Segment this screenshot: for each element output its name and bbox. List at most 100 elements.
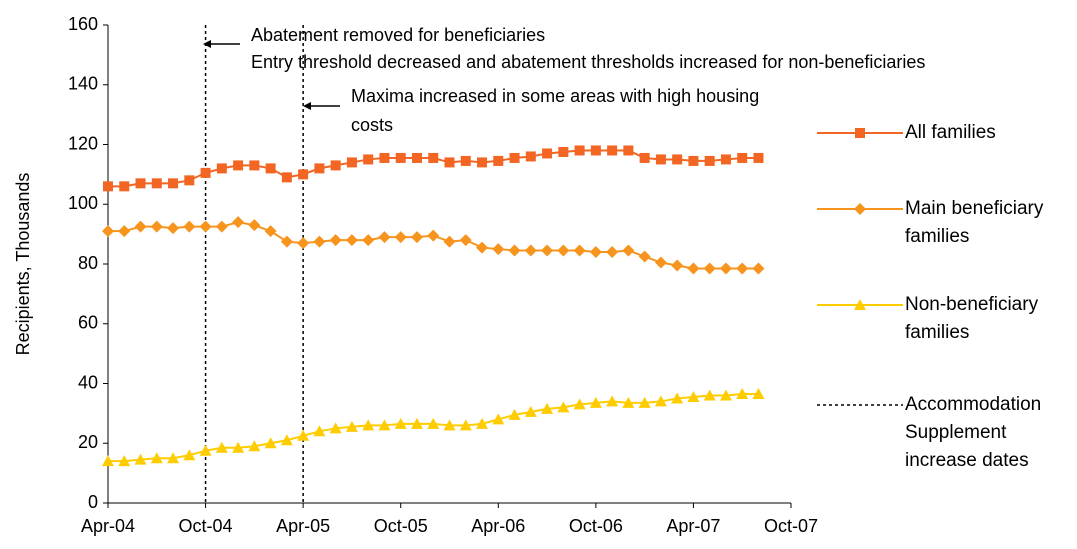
marker	[855, 128, 865, 138]
marker	[753, 152, 764, 163]
marker	[313, 425, 326, 437]
marker	[443, 419, 456, 431]
y-axis-label: Recipients, Thousands	[13, 173, 33, 356]
marker	[589, 396, 602, 408]
marker	[135, 178, 146, 189]
y-tick-label: 100	[68, 193, 98, 213]
marker	[525, 151, 536, 162]
marker	[459, 419, 472, 431]
marker	[654, 395, 667, 407]
marker	[574, 145, 585, 156]
annotation: Abatement removed for beneficiaries	[251, 25, 545, 45]
annotation: costs	[351, 115, 393, 135]
marker	[411, 152, 422, 163]
marker	[362, 234, 375, 247]
marker	[200, 167, 211, 178]
marker	[281, 172, 292, 183]
marker	[102, 225, 114, 238]
marker	[118, 225, 131, 238]
marker	[622, 244, 635, 257]
marker	[329, 234, 342, 247]
y-tick-label: 120	[68, 133, 98, 153]
marker	[590, 145, 601, 156]
marker	[719, 262, 732, 275]
marker	[524, 405, 537, 417]
marker	[249, 160, 260, 171]
marker	[476, 241, 489, 254]
marker	[476, 417, 489, 429]
marker	[119, 181, 130, 192]
marker	[672, 154, 683, 165]
marker	[199, 444, 212, 456]
marker	[443, 235, 456, 248]
marker	[638, 396, 651, 408]
marker	[687, 262, 700, 275]
x-tick-label: Apr-06	[471, 516, 525, 536]
y-tick-label: 0	[88, 492, 98, 512]
marker	[265, 163, 276, 174]
marker	[573, 398, 586, 410]
marker	[395, 152, 406, 163]
x-tick-label: Oct-06	[569, 516, 623, 536]
marker	[607, 145, 618, 156]
marker	[492, 243, 505, 256]
marker	[638, 250, 651, 263]
marker	[509, 152, 520, 163]
marker	[103, 181, 113, 192]
x-tick-label: Apr-05	[276, 516, 330, 536]
legend-swatch	[817, 404, 903, 406]
marker	[508, 408, 521, 420]
marker	[720, 154, 731, 165]
marker	[854, 203, 866, 215]
marker	[394, 417, 407, 429]
marker	[558, 146, 569, 157]
marker	[248, 219, 261, 232]
marker	[378, 231, 391, 244]
marker	[151, 178, 162, 189]
marker	[345, 420, 358, 432]
marker	[363, 154, 374, 165]
marker	[199, 220, 212, 233]
x-tick-label: Apr-07	[666, 516, 720, 536]
marker	[557, 401, 570, 413]
marker	[297, 237, 310, 250]
marker	[703, 389, 716, 401]
legend-label: Main beneficiary families	[905, 198, 1044, 247]
marker	[752, 387, 765, 399]
marker	[524, 244, 537, 257]
marker	[330, 160, 341, 171]
marker	[216, 163, 227, 174]
marker	[752, 262, 765, 275]
marker	[573, 244, 586, 257]
marker	[167, 222, 180, 235]
marker	[298, 169, 309, 180]
marker	[280, 235, 293, 248]
annotation: Entry threshold decreased and abatement …	[251, 52, 925, 72]
legend-swatch	[817, 203, 903, 215]
y-tick-label: 80	[78, 253, 98, 273]
marker	[248, 440, 261, 452]
legend-swatch	[817, 128, 903, 138]
marker	[183, 449, 196, 461]
marker	[541, 244, 554, 257]
legend-label: Accommodation Supplement increase dates	[905, 394, 1042, 471]
marker	[233, 160, 244, 171]
marker	[736, 387, 749, 399]
marker	[346, 157, 357, 168]
marker	[654, 256, 667, 269]
marker	[623, 145, 634, 156]
marker	[118, 455, 131, 467]
marker	[606, 246, 619, 259]
marker	[345, 234, 358, 247]
marker	[168, 178, 179, 189]
legend-label: Non-beneficiary families	[905, 294, 1039, 343]
x-tick-label: Oct-07	[764, 516, 818, 536]
marker	[184, 175, 195, 186]
marker	[542, 148, 553, 159]
y-tick-label: 160	[68, 14, 98, 34]
marker	[671, 259, 684, 272]
marker	[737, 152, 748, 163]
marker	[264, 437, 277, 449]
